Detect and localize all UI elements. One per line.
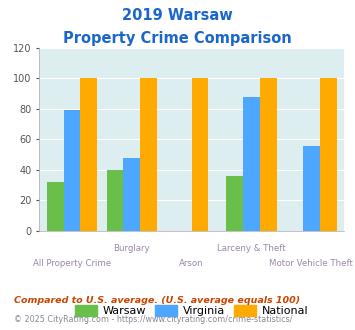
Bar: [320, 79, 337, 231]
Text: Property Crime Comparison: Property Crime Comparison: [63, 31, 292, 46]
Bar: [47, 182, 64, 231]
Text: © 2025 CityRating.com - https://www.cityrating.com/crime-statistics/: © 2025 CityRating.com - https://www.city…: [14, 315, 293, 324]
Bar: [303, 146, 320, 231]
Bar: [80, 79, 97, 231]
Bar: [243, 97, 260, 231]
Text: Larceny & Theft: Larceny & Theft: [217, 244, 286, 253]
Bar: [226, 176, 243, 231]
Text: Motor Vehicle Theft: Motor Vehicle Theft: [269, 259, 353, 268]
Bar: [64, 111, 80, 231]
Bar: [140, 79, 157, 231]
Bar: [192, 79, 208, 231]
Text: Arson: Arson: [179, 259, 204, 268]
Bar: [107, 170, 124, 231]
Legend: Warsaw, Virginia, National: Warsaw, Virginia, National: [71, 300, 313, 321]
Text: 2019 Warsaw: 2019 Warsaw: [122, 8, 233, 23]
Bar: [124, 158, 140, 231]
Text: All Property Crime: All Property Crime: [33, 259, 111, 268]
Bar: [260, 79, 277, 231]
Text: Burglary: Burglary: [114, 244, 150, 253]
Text: Compared to U.S. average. (U.S. average equals 100): Compared to U.S. average. (U.S. average …: [14, 296, 300, 305]
